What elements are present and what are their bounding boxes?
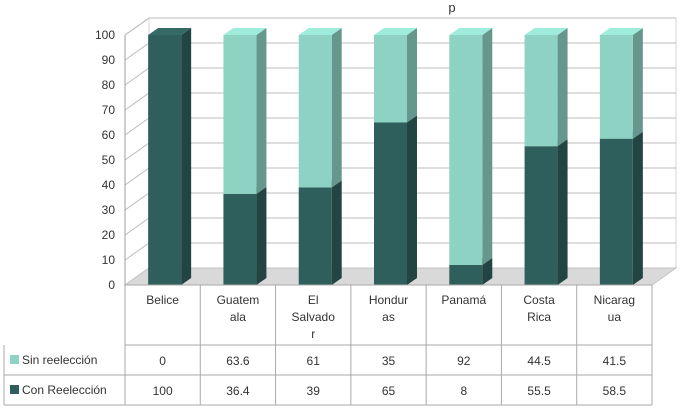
y-tick-label: 0	[108, 278, 115, 292]
y-tick-label: 40	[102, 178, 116, 192]
legend-key	[10, 355, 19, 364]
bar-front	[374, 35, 407, 123]
table-value-cell: 61	[307, 354, 321, 368]
y-tick-label: 100	[95, 28, 115, 42]
bar-front	[524, 35, 558, 147]
bar-top	[599, 28, 643, 35]
bar-front	[223, 35, 257, 194]
x-category-label: El	[308, 293, 319, 307]
bar-side	[632, 28, 643, 139]
bar-segment	[524, 28, 568, 147]
bar-side	[557, 139, 568, 285]
bar-top	[298, 28, 342, 35]
bar-front	[148, 35, 182, 285]
chart-title-fragment: p	[448, 0, 455, 15]
bar-side	[482, 28, 493, 265]
x-category-label: Panamá	[441, 293, 486, 307]
bar-segment	[298, 28, 342, 188]
bar-side	[256, 187, 267, 285]
bar-front	[599, 138, 633, 285]
bar-segment	[374, 28, 417, 123]
bar-segment	[223, 187, 267, 285]
x-category-label: Costa	[523, 293, 555, 307]
table-value-cell: 8	[460, 384, 467, 398]
table-value-cell: 65	[382, 384, 396, 398]
bar-top	[524, 28, 568, 35]
x-category-label: ala	[230, 310, 246, 324]
table-value-cell: 55.5	[527, 384, 551, 398]
bar-side	[557, 28, 568, 147]
table-value-cell: 41.5	[603, 354, 627, 368]
y-axis-ticks: 0 10 20 30 40 50 60 70 80 90 100	[95, 28, 115, 292]
x-category-label: ua	[608, 310, 622, 324]
x-category-label: as	[382, 310, 395, 324]
bar-side	[256, 28, 267, 194]
bar-side	[632, 131, 643, 285]
table-value-cell: 92	[457, 354, 471, 368]
table-value-cell: 36.4	[226, 384, 250, 398]
table-value-cell: 0	[159, 354, 166, 368]
bar-top	[449, 28, 493, 35]
legend-label: Con Reelección	[22, 383, 107, 397]
bar-front	[599, 35, 633, 139]
bar-front	[449, 265, 483, 285]
y-tick-label: 80	[102, 78, 116, 92]
y-tick-label: 20	[102, 228, 116, 242]
bar-side	[331, 28, 342, 188]
bar-front	[374, 122, 407, 285]
legend-key	[10, 385, 19, 394]
legend-label: Sin reelección	[22, 353, 97, 367]
y-tick-label: 90	[102, 53, 116, 67]
bar-front	[298, 187, 332, 285]
bar-front	[298, 35, 332, 188]
bar-side	[181, 28, 192, 285]
y-tick-label: 70	[102, 103, 116, 117]
data-table: Belice Guatem ala El Salvado r Hondur as Panamá C…	[3, 284, 653, 406]
bar-segment	[148, 28, 192, 285]
x-category-label: Nicarag	[594, 293, 635, 307]
table-value-cell: 35	[382, 354, 396, 368]
y-tick-label: 50	[102, 153, 116, 167]
bar-top	[223, 28, 267, 35]
table-value-cell: 39	[307, 384, 321, 398]
x-category-label: Salvado	[292, 310, 336, 324]
x-category-label: r	[311, 327, 315, 341]
bar-segment	[449, 28, 493, 265]
x-category-label: Hondur	[369, 293, 408, 307]
bar-segment	[374, 115, 417, 285]
bar-front	[449, 35, 483, 265]
bars	[148, 28, 643, 285]
table-value-cell: 58.5	[603, 384, 627, 398]
y-tick-label: 10	[102, 253, 116, 267]
y-axis-depth-line	[124, 17, 150, 36]
table-value-cell: 63.6	[226, 354, 250, 368]
bar-front	[223, 194, 257, 285]
bar-segment	[524, 139, 568, 285]
bar-segment	[223, 28, 267, 194]
bar-segment	[599, 28, 643, 139]
x-category-label: Rica	[527, 310, 551, 324]
bar-top	[148, 28, 192, 35]
x-category-label: Guatem	[217, 293, 260, 307]
x-category-label: Belice	[146, 293, 179, 307]
bar-segment	[599, 131, 643, 285]
bar-side	[407, 115, 417, 285]
y-tick-label: 30	[102, 203, 116, 217]
bar-segment	[298, 180, 342, 285]
y-tick-label: 60	[102, 128, 116, 142]
bar-side	[407, 28, 417, 123]
bar-front	[524, 146, 558, 285]
bar-side	[331, 180, 342, 285]
bar-side	[482, 258, 493, 285]
table-value-cell: 44.5	[527, 354, 551, 368]
table-value-cell: 100	[153, 384, 173, 398]
bar-top	[374, 28, 417, 35]
